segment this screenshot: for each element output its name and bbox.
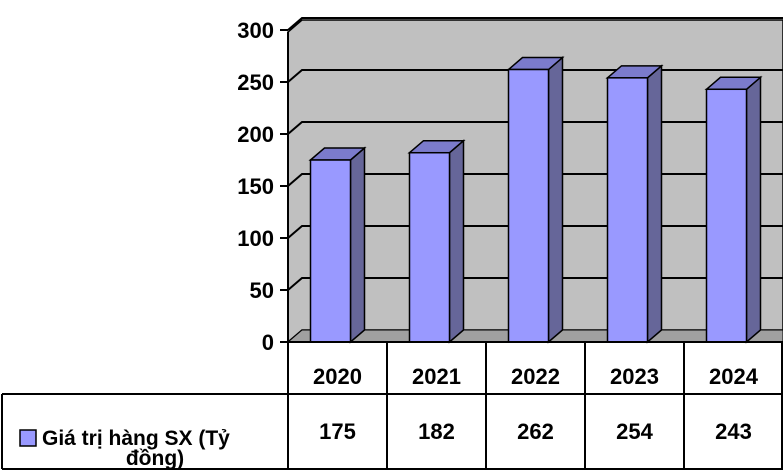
legend-swatch (19, 429, 37, 447)
data-label: 175 (319, 419, 356, 444)
y-tick-label: 50 (250, 278, 274, 303)
x-tick-label: 2021 (412, 364, 461, 389)
y-tick-label: 100 (237, 226, 274, 251)
bar-2024 (704, 75, 763, 344)
y-tick-label: 250 (237, 70, 274, 95)
data-label: 254 (616, 419, 653, 444)
y-axis: 0 50 100 150 200 250 300 (237, 18, 289, 355)
legend: Giá trị hàng SX (Tỷ đồng) (19, 427, 230, 470)
legend-label-line1: Giá trị hàng SX (Tỷ (42, 427, 230, 450)
y-tick-label: 200 (237, 122, 274, 147)
data-label: 243 (715, 419, 752, 444)
data-label: 262 (517, 419, 554, 444)
y-tick-label: 0 (262, 330, 274, 355)
bar-2021 (407, 139, 466, 344)
bar-2020 (308, 146, 367, 344)
x-tick-label: 2022 (511, 364, 560, 389)
y-tick-label: 300 (237, 18, 274, 43)
x-tick-label: 2023 (610, 364, 659, 389)
x-tick-label: 2020 (313, 364, 362, 389)
data-table: 2020 2021 2022 2023 2024 175 182 262 254 243 Giá… (1, 341, 783, 470)
y-tick-label: 150 (237, 174, 274, 199)
data-label: 182 (418, 419, 455, 444)
x-tick-label: 2024 (709, 364, 759, 389)
bar-2022 (506, 55, 565, 344)
bar-2023 (605, 64, 664, 344)
gridline (287, 17, 783, 31)
bars (308, 55, 763, 344)
legend-label-line2: đồng) (126, 447, 184, 470)
